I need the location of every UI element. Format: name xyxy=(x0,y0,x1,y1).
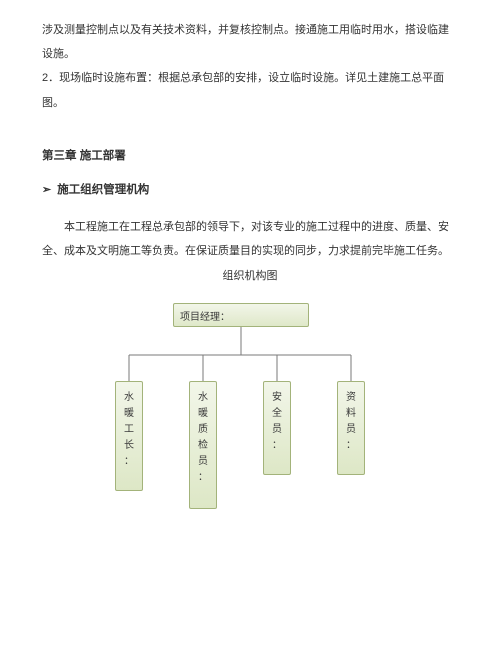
org-chart: 项目经理： 水暖工长：水暖质检员：安全员：资料员： xyxy=(42,303,458,569)
node-leaf-char: 暖 xyxy=(124,406,134,422)
paragraph-1: 涉及测量控制点以及有关技术资料，并复核控制点。接通施工用临时用水，搭设临建设施。 xyxy=(42,18,458,66)
node-leaf-char: 员 xyxy=(346,422,356,438)
node-leaf-char: 安 xyxy=(272,390,282,406)
node-leaf-char: 质 xyxy=(198,422,208,438)
connector-lines xyxy=(42,303,458,569)
node-leaf-2: 安全员： xyxy=(263,381,291,475)
node-leaf-char: 料 xyxy=(346,406,356,422)
node-leaf-1: 水暖质检员： xyxy=(189,381,217,509)
node-leaf-char: 暖 xyxy=(198,406,208,422)
node-leaf-char: ： xyxy=(198,470,208,486)
node-leaf-char: 资 xyxy=(346,390,356,406)
node-manager: 项目经理： xyxy=(173,303,309,327)
node-leaf-char: 水 xyxy=(124,390,134,406)
node-leaf-char: 员 xyxy=(272,422,282,438)
node-leaf-char: ： xyxy=(124,454,134,470)
paragraph-3: 本工程施工在工程总承包部的领导下，对该专业的施工过程中的进度、质量、安全、成本及… xyxy=(42,215,458,263)
node-leaf-3: 资料员： xyxy=(337,381,365,475)
chapter-title: 第三章 施工部署 xyxy=(42,147,458,163)
node-leaf-0: 水暖工长： xyxy=(115,381,143,491)
node-leaf-char: 员 xyxy=(198,454,208,470)
node-leaf-char: ： xyxy=(272,438,282,454)
node-leaf-char: 工 xyxy=(124,422,134,438)
section-label: 施工组织管理机构 xyxy=(57,184,149,196)
paragraph-2: 2．现场临时设施布置：根据总承包部的安排，设立临时设施。详见土建施工总平面图。 xyxy=(42,66,458,114)
node-leaf-char: 检 xyxy=(198,438,208,454)
node-leaf-char: 长 xyxy=(124,438,134,454)
section-title: ➢ 施工组织管理机构 xyxy=(42,181,458,197)
chart-title: 组织机构图 xyxy=(42,267,458,283)
node-leaf-char: 水 xyxy=(198,390,208,406)
node-manager-label: 项目经理： xyxy=(180,308,230,323)
node-leaf-char: ： xyxy=(346,438,356,454)
arrow-icon: ➢ xyxy=(42,183,51,196)
node-leaf-char: 全 xyxy=(272,406,282,422)
